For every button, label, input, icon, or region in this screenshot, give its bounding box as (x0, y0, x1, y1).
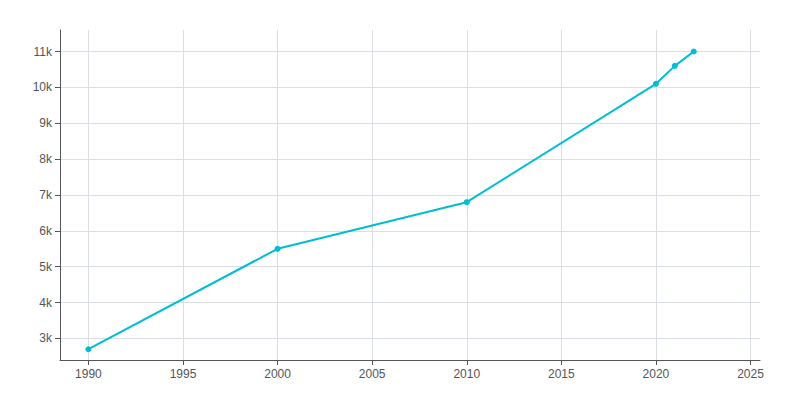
svg-text:4k: 4k (39, 296, 53, 310)
svg-text:7k: 7k (39, 188, 53, 202)
svg-text:3k: 3k (39, 331, 53, 345)
svg-text:1995: 1995 (170, 367, 197, 381)
svg-text:10k: 10k (33, 80, 53, 94)
svg-text:2020: 2020 (643, 367, 670, 381)
svg-text:8k: 8k (39, 152, 53, 166)
svg-text:2010: 2010 (453, 367, 480, 381)
svg-text:11k: 11k (34, 45, 53, 59)
svg-text:9k: 9k (39, 116, 53, 130)
svg-text:5k: 5k (39, 260, 53, 274)
svg-text:2000: 2000 (264, 367, 291, 381)
svg-text:2005: 2005 (359, 367, 386, 381)
svg-text:2015: 2015 (548, 367, 575, 381)
svg-text:2025: 2025 (737, 367, 764, 381)
svg-text:6k: 6k (39, 224, 53, 238)
svg-text:1990: 1990 (75, 367, 102, 381)
